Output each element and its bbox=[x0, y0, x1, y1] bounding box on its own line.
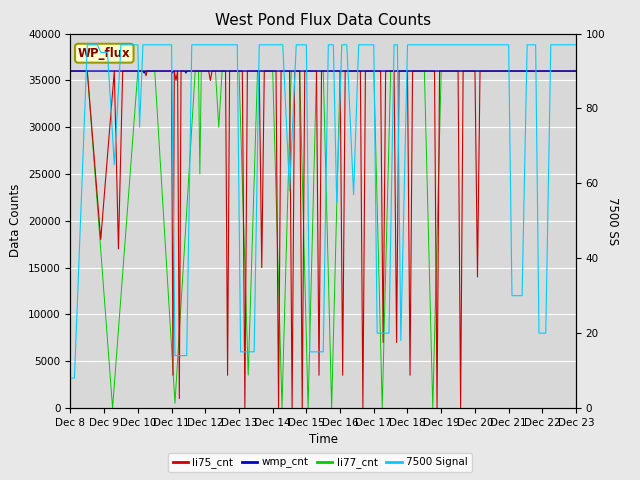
Text: WP_flux: WP_flux bbox=[78, 47, 131, 60]
Legend: li75_cnt, wmp_cnt, li77_cnt, 7500 Signal: li75_cnt, wmp_cnt, li77_cnt, 7500 Signal bbox=[168, 453, 472, 472]
Y-axis label: 7500 SS: 7500 SS bbox=[606, 197, 620, 245]
X-axis label: Time: Time bbox=[308, 433, 338, 446]
Y-axis label: Data Counts: Data Counts bbox=[10, 184, 22, 257]
Title: West Pond Flux Data Counts: West Pond Flux Data Counts bbox=[215, 13, 431, 28]
